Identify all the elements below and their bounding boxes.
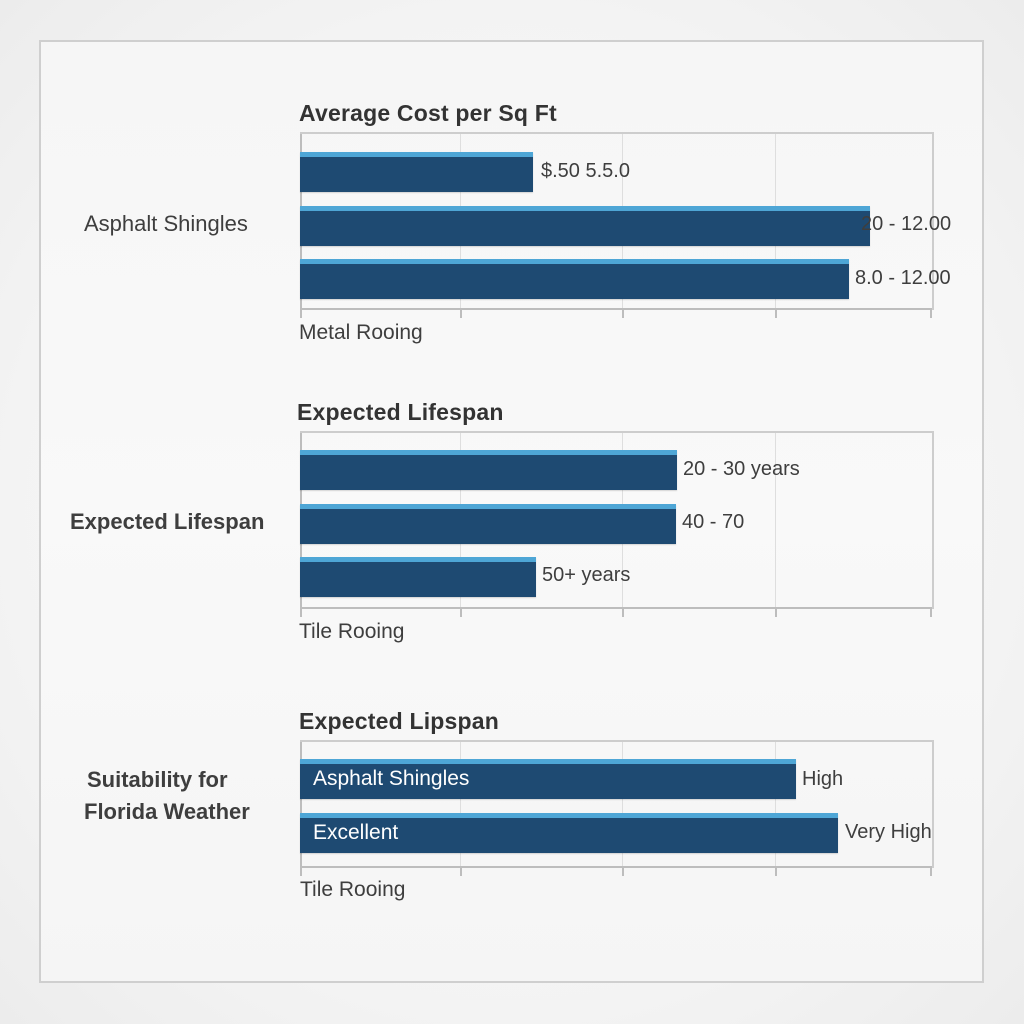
bar-value-label: $.50 5.5.0 — [541, 160, 630, 182]
row-label-expected-lifespan: Expected Lifespan — [70, 509, 265, 534]
x-axis-label-suitability: Tile Rooing — [300, 878, 406, 901]
row-label-suitability-line2: Florida Weather — [84, 799, 250, 824]
bar-suitability-1: Asphalt Shingles — [300, 759, 796, 799]
tick — [930, 310, 932, 318]
tick — [460, 868, 462, 876]
plot-area-lifespan — [300, 431, 934, 617]
tick — [300, 609, 302, 617]
row-label-asphalt-shingles: Asphalt Shingles — [84, 211, 248, 236]
bar-cost-3 — [300, 259, 849, 299]
bar-inner-label: Excellent — [313, 821, 399, 844]
x-axis-label-cost: Metal Rooing — [299, 321, 423, 344]
x-axis-label-lifespan: Tile Rooing — [299, 620, 405, 643]
bar-value-label: High — [802, 768, 844, 790]
tick — [930, 609, 932, 617]
tick — [622, 609, 624, 617]
bar-value-label: 8.0 - 12.00 — [855, 267, 951, 289]
tick — [930, 868, 932, 876]
x-axis — [300, 607, 932, 609]
bar-cost-1 — [300, 152, 533, 192]
bar-value-label: 20 - 30 years — [683, 458, 800, 480]
tick — [622, 310, 624, 318]
bar-cost-2 — [300, 206, 870, 246]
bar-lifespan-1 — [300, 450, 677, 490]
x-axis — [300, 308, 932, 310]
tick — [775, 868, 777, 876]
bar-value-label: Very High — [845, 821, 932, 843]
chart-title-suitability: Expected Lipspan — [299, 708, 500, 734]
bar-suitability-2: Excellent — [300, 813, 838, 853]
bar-value-label: 20 - 12.00 — [861, 213, 952, 235]
y-axis — [300, 742, 302, 868]
bar-value-label: 40 - 70 — [682, 511, 745, 533]
x-axis — [300, 866, 932, 868]
tick — [460, 609, 462, 617]
bar-lifespan-2 — [300, 504, 676, 544]
chart-title-cost: Average Cost per Sq Ft — [299, 100, 557, 126]
plot-area-cost — [300, 132, 934, 318]
tick — [775, 310, 777, 318]
gridline — [775, 433, 776, 609]
plot-area-suitability: Asphalt Shingles Excellent — [300, 740, 934, 876]
tick — [300, 868, 302, 876]
bar-inner-label: Asphalt Shingles — [313, 767, 470, 790]
row-label-suitability-line1: Suitability for — [87, 767, 228, 792]
chart-title-lifespan: Expected Lifespan — [297, 399, 504, 425]
tick — [622, 868, 624, 876]
tick — [300, 310, 302, 318]
gridline — [460, 742, 461, 868]
gridline — [775, 742, 776, 868]
tick — [460, 310, 462, 318]
bar-lifespan-3 — [300, 557, 536, 597]
gridline — [622, 742, 623, 868]
tick — [775, 609, 777, 617]
bar-value-label: 50+ years — [542, 564, 631, 586]
